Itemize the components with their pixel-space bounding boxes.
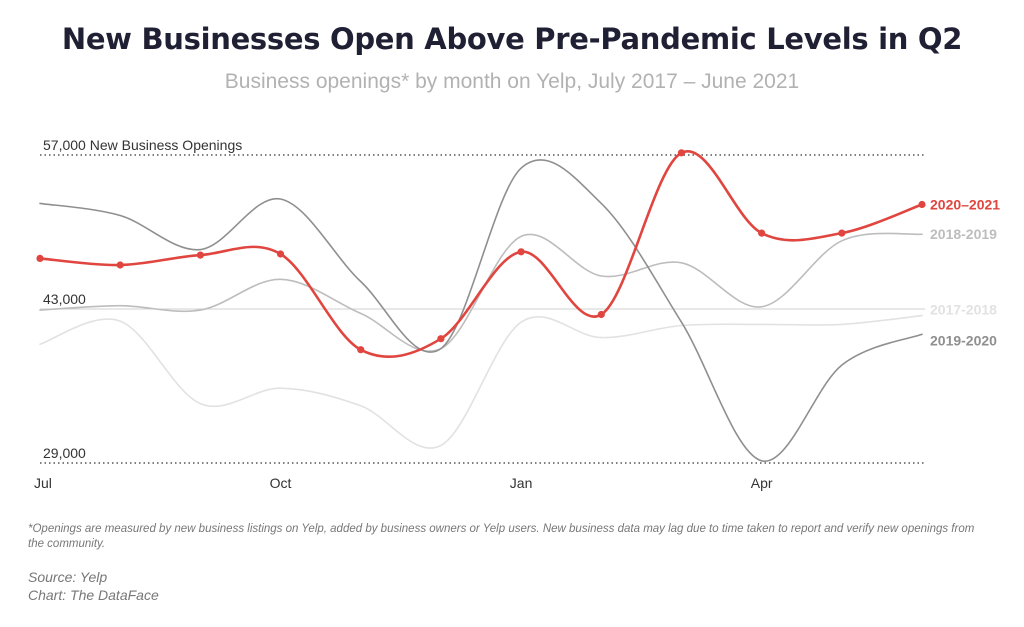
reference-lines — [40, 154, 925, 464]
data-point-2020-2021-jun — [918, 200, 926, 209]
series-line-2018-2019 — [39, 232, 923, 352]
data-point-2020-2021-sep — [196, 251, 204, 259]
x-tick-label-oct: Oct — [270, 475, 292, 491]
series-label-2017-2018: 2017-2018 — [930, 302, 997, 318]
reference-labels: 57,000 New Business Openings 43,000 29,000 — [43, 137, 242, 461]
data-point-2020-2021-may — [838, 229, 846, 237]
x-axis: Jul Oct Jan Apr — [34, 475, 773, 491]
series-line-2017-2018 — [39, 314, 923, 449]
source-credit: Source: Yelp — [28, 569, 108, 585]
chart-credit: Chart: The DataFace — [28, 587, 159, 603]
x-tick-label-jul: Jul — [34, 475, 52, 491]
data-point-2020-2021-oct — [276, 250, 285, 258]
series-label-2020-2021: 2020–2021 — [930, 197, 1000, 213]
data-point-2020-2021-feb — [597, 310, 605, 319]
chart-subtitle: Business openings* by month on Yelp, Jul… — [224, 70, 800, 93]
reference-label-57-000-new-business-openings: 57,000 New Business Openings — [43, 137, 242, 153]
x-tick-label-apr: Apr — [751, 475, 773, 491]
data-point-2020-2021-jul — [36, 254, 44, 262]
data-point-2020-2021-nov — [357, 346, 365, 354]
series-label-2019-2020: 2019-2020 — [930, 332, 997, 348]
reference-label-29-000: 29,000 — [43, 445, 86, 461]
series-lines — [38, 149, 924, 462]
series-line-2020-2021 — [38, 149, 924, 358]
data-point-2020-2021-apr — [758, 229, 766, 237]
series-line-2019-2020 — [39, 159, 923, 462]
reference-label-43-000: 43,000 — [43, 291, 86, 307]
footnote: *Openings are measured by new business l… — [28, 523, 975, 550]
data-point-2020-2021-jan — [517, 248, 525, 256]
series-end-labels: 2017-2018 2018-2019 2019-2020 2020–2021 — [930, 197, 1000, 349]
data-point-2020-2021-aug — [116, 261, 124, 269]
chart-title: New Businesses Open Above Pre-Pandemic L… — [61, 22, 963, 56]
data-point-2020-2021-dec — [437, 335, 445, 343]
series-label-2018-2019: 2018-2019 — [930, 226, 997, 242]
credits: Source: Yelp Chart: The DataFace — [28, 568, 159, 604]
x-tick-label-jan: Jan — [510, 475, 533, 491]
data-point-2020-2021-mar — [677, 149, 686, 157]
series-markers — [36, 149, 926, 354]
